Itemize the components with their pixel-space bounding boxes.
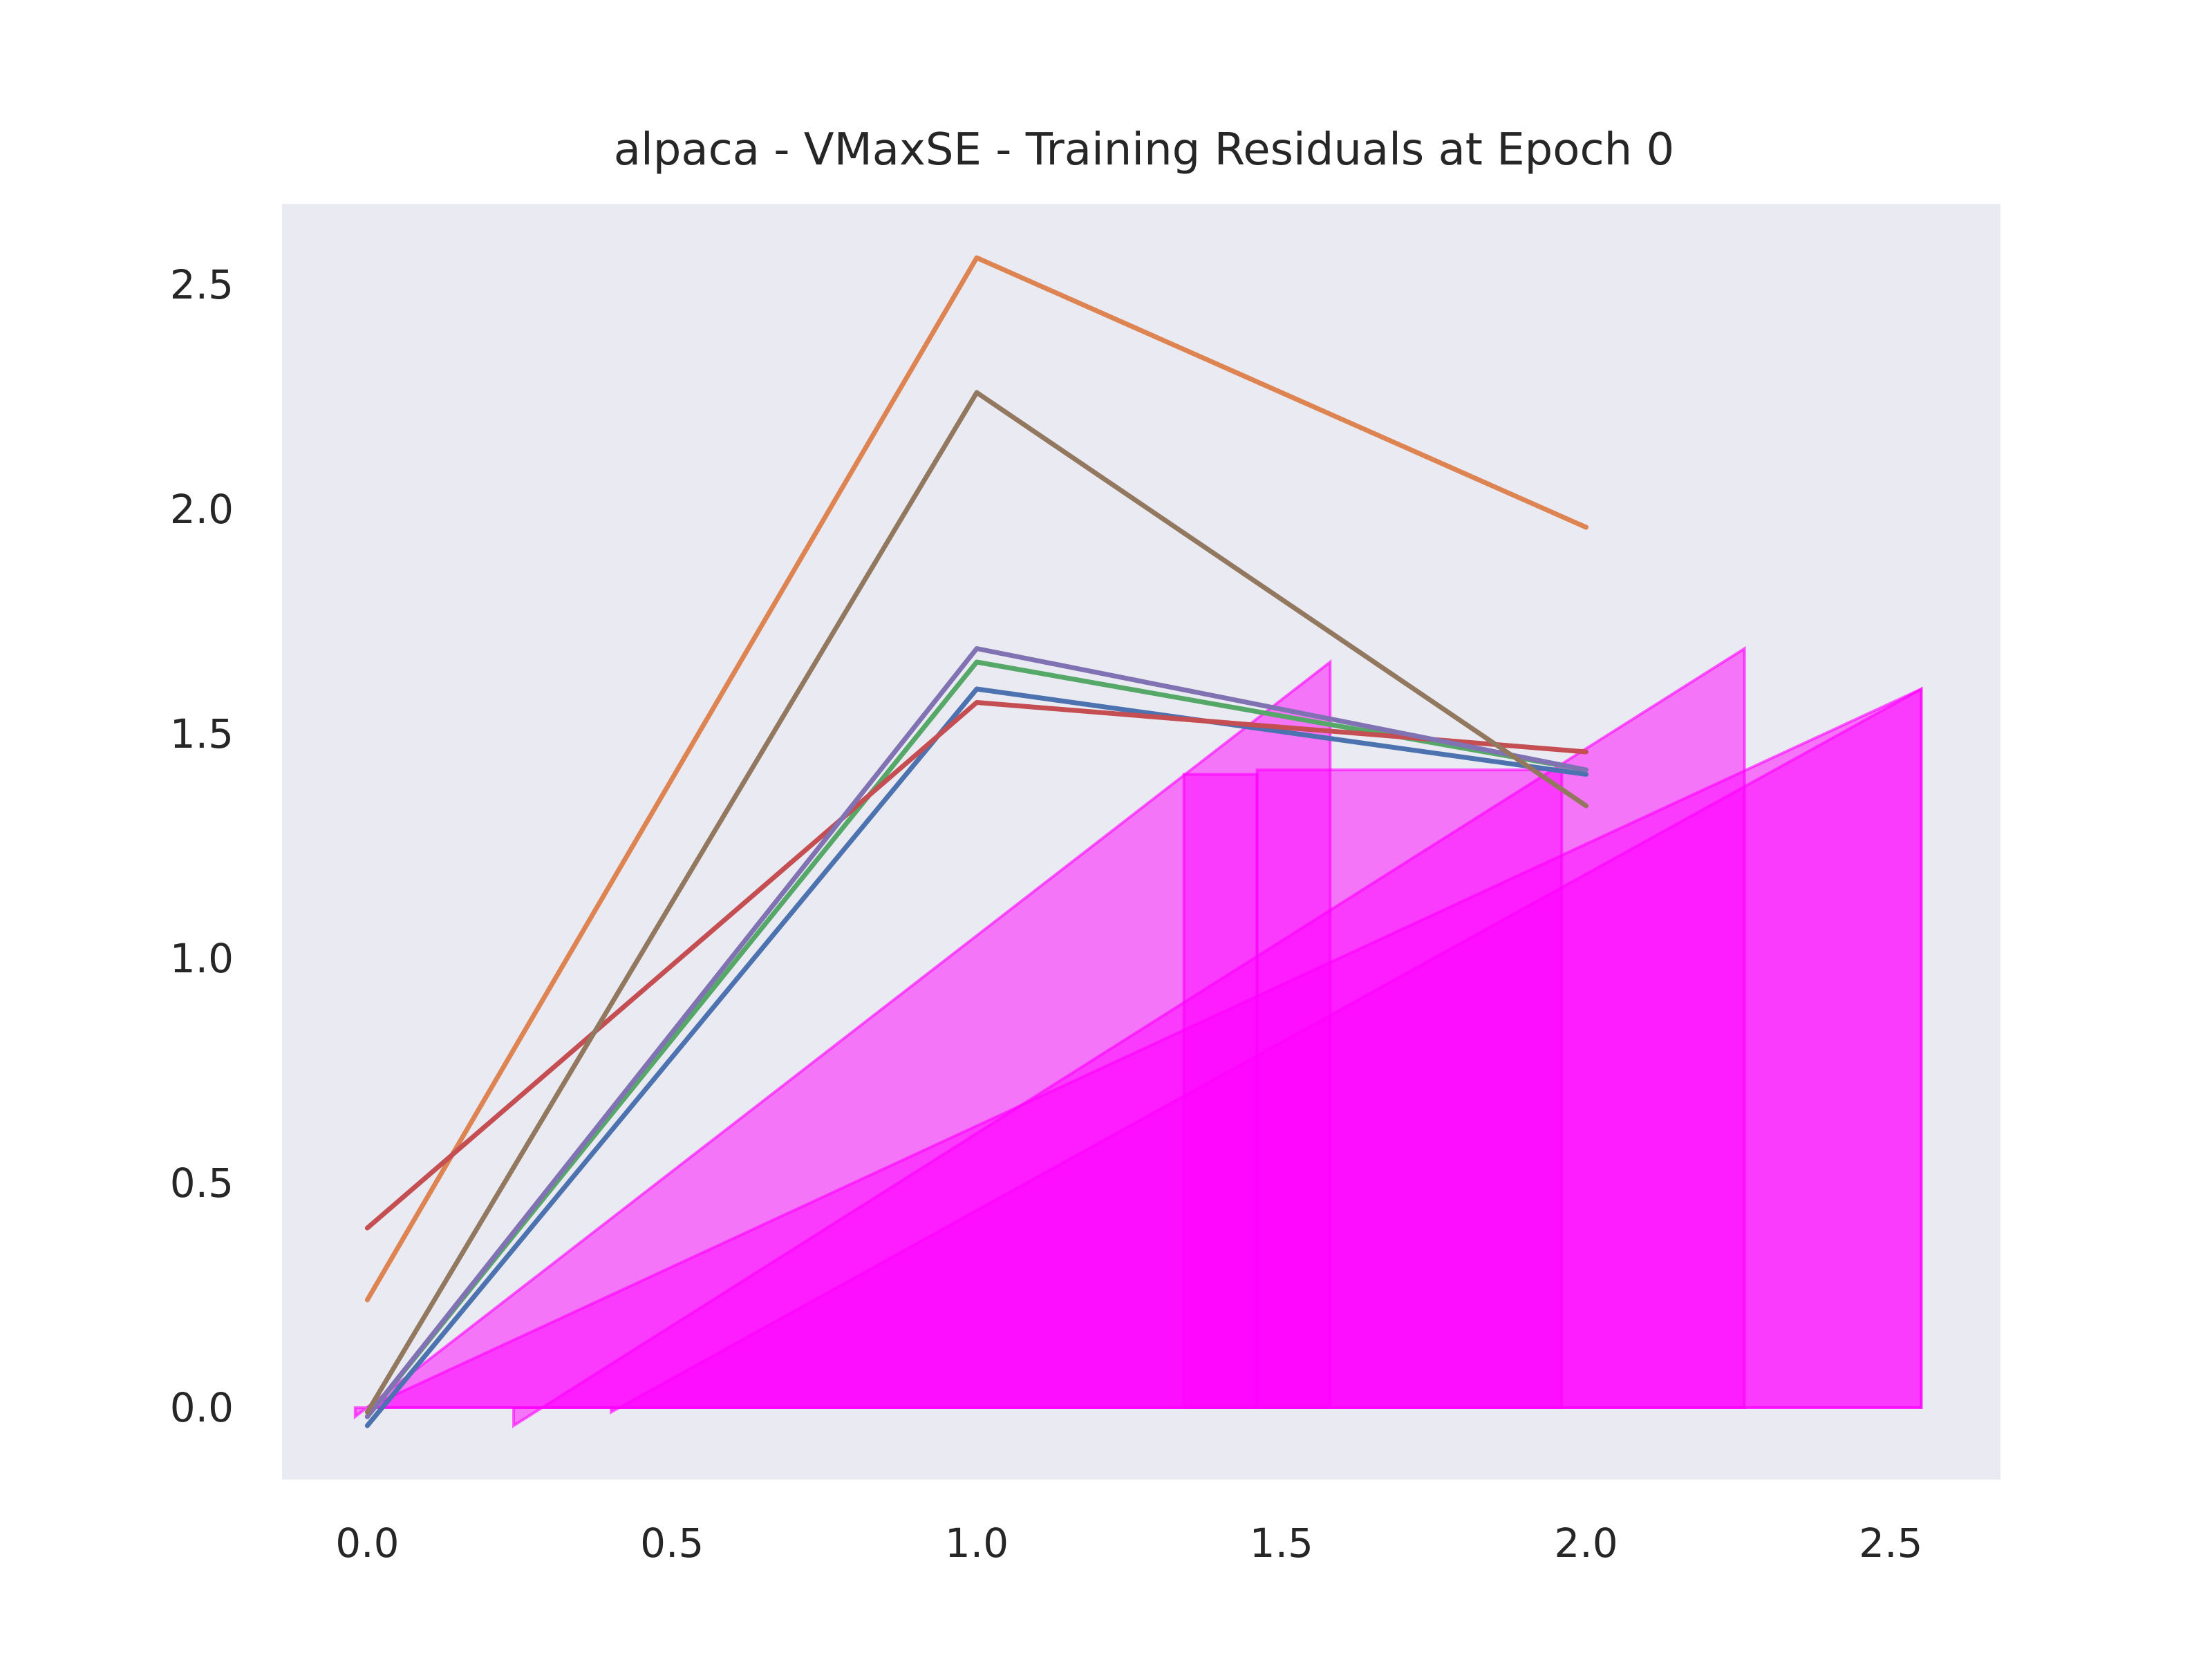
series-line-4 [364, 700, 1588, 1231]
y-tick-label: 1.0 [170, 935, 234, 982]
y-tick-label: 2.5 [170, 261, 234, 308]
chart-title: alpaca - VMaxSE - Training Residuals at … [614, 124, 1675, 176]
series-line-1 [364, 686, 1588, 1428]
x-axis-ticks: 0.0 0.5 1.0 1.5 2.0 2.5 [335, 1520, 1922, 1567]
x-tick-label: 0.5 [640, 1520, 704, 1567]
series-line-6 [364, 390, 1588, 1415]
y-axis-ticks: 0.0 0.5 1.0 1.5 2.0 2.5 [170, 261, 234, 1431]
y-tick-label: 0.5 [170, 1160, 234, 1207]
x-tick-label: 2.0 [1554, 1520, 1618, 1567]
filled-region-6 [1255, 768, 1564, 1409]
y-tick-label: 1.5 [170, 710, 234, 757]
series-line-2 [364, 255, 1588, 1303]
filled-region-5 [1182, 773, 1259, 1409]
y-tick-label: 2.0 [170, 486, 234, 533]
filled-regions [353, 645, 1923, 1428]
x-tick-label: 0.0 [335, 1520, 399, 1567]
series-lines [364, 255, 1588, 1428]
x-tick-label: 2.5 [1859, 1520, 1922, 1567]
x-tick-label: 1.5 [1250, 1520, 1313, 1567]
y-tick-label: 0.0 [170, 1384, 234, 1431]
x-tick-label: 1.0 [945, 1520, 1009, 1567]
series-line-5 [364, 646, 1588, 1419]
